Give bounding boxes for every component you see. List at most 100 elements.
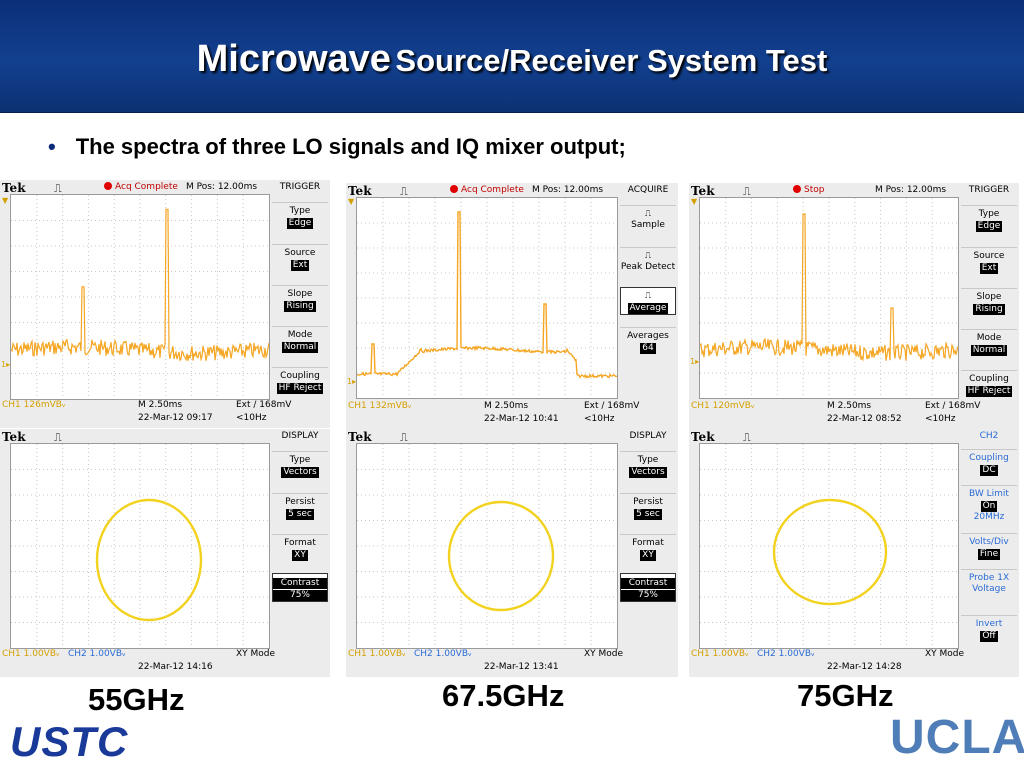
tek-brand: Tek xyxy=(348,184,372,198)
record-dot-icon xyxy=(450,185,458,193)
timestamp: 22-Mar-12 10:41 xyxy=(484,414,559,424)
menu-mode[interactable]: Mode Normal xyxy=(961,329,1017,356)
menu-mode[interactable]: Mode Normal xyxy=(272,326,328,353)
tek-brand: Tek xyxy=(348,430,372,444)
acq-status: Acq Complete xyxy=(104,182,178,192)
trigger-frequency: <10Hz xyxy=(925,414,956,424)
timestamp: 22-Mar-12 14:28 xyxy=(827,662,902,672)
trigger-pulse-icon: ⎍ xyxy=(400,185,408,198)
tek-brand: Tek xyxy=(2,430,26,444)
menu-contrast[interactable]: Contrast 75% xyxy=(272,573,328,602)
menu-coupling[interactable]: Coupling HF Reject xyxy=(961,370,1017,397)
menu-title: TRIGGER xyxy=(968,185,1010,195)
xy-ellipse xyxy=(772,498,888,606)
trigger-pulse-icon: ⎍ xyxy=(400,431,408,444)
scope-footer: CH1 1.00VBᵥ CH2 1.00VBᵥ XY Mode 22-Mar-1… xyxy=(0,647,330,677)
timestamp: 22-Mar-12 14:16 xyxy=(138,662,213,672)
m-position: M Pos: 12.00ms xyxy=(532,185,604,195)
menu-average[interactable]: ⎍ Average xyxy=(620,287,676,315)
xy-trace xyxy=(11,444,269,648)
trigger-frequency: <10Hz xyxy=(236,413,267,423)
bullet-text: The spectra of three LO signals and IQ m… xyxy=(75,134,626,159)
spectrum-trace xyxy=(11,195,269,399)
ch1-scale: CH1 1.00VBᵥ xyxy=(2,649,60,659)
record-dot-icon xyxy=(793,185,801,193)
acquire-menu: ACQUIRE ⎍ Sample ⎍ Peak Detect ⎍ Average Av… xyxy=(618,183,678,399)
ch1-scale: CH1 1.00VBᵥ xyxy=(691,649,749,659)
trigger-level: Ext ∕ 168mV xyxy=(236,400,292,410)
trigger-menu: TRIGGER Type Edge Source Ext Slope Rising M… xyxy=(959,183,1019,399)
menu-type[interactable]: Type Vectors xyxy=(620,451,676,478)
scope-xy-67-5ghz: Tek ⎍ DISPLAY Type Vectors Persist 5 sec F… xyxy=(346,429,678,677)
spectrum-line xyxy=(11,208,269,362)
menu-coupling[interactable]: Coupling HF Reject xyxy=(272,367,328,394)
menu-invert[interactable]: Invert Off xyxy=(961,615,1017,642)
menu-title: DISPLAY xyxy=(629,431,667,441)
menu-format[interactable]: Format XY xyxy=(620,534,676,561)
ch2-scale: CH2 1.00VBᵥ xyxy=(68,649,126,659)
freq-label-67-5ghz: 67.5GHz xyxy=(442,678,565,713)
trigger-level: Ext ∕ 168mV xyxy=(584,401,640,411)
menu-persist[interactable]: Persist 5 sec xyxy=(272,493,328,520)
tek-brand: Tek xyxy=(2,181,26,195)
menu-probe[interactable]: Probe 1X Voltage xyxy=(961,569,1017,595)
title-banner: Microwave Source/Receiver System Test xyxy=(0,0,1024,113)
menu-source[interactable]: Source Ext xyxy=(272,244,328,271)
xy-trace xyxy=(357,444,617,648)
bullet-dot-icon: • xyxy=(48,134,56,159)
menu-type[interactable]: Type Edge xyxy=(961,205,1017,232)
record-dot-icon xyxy=(104,182,112,190)
tek-brand: Tek xyxy=(691,184,715,198)
menu-title: TRIGGER xyxy=(279,182,321,192)
menu-persist[interactable]: Persist 5 sec xyxy=(620,493,676,520)
scope-footer: CH1 1.00VBᵥ CH2 1.00VBᵥ XY Mode 22-Mar-1… xyxy=(346,647,678,677)
sample-wave-icon: ⎍ xyxy=(644,209,652,219)
menu-coupling[interactable]: Coupling DC xyxy=(961,449,1017,476)
menu-slope[interactable]: Slope Rising xyxy=(961,288,1017,315)
ch1-scale: CH1 1.00VBᵥ xyxy=(348,649,406,659)
menu-title: ACQUIRE xyxy=(627,185,669,195)
freq-label-75ghz: 75GHz xyxy=(797,678,894,713)
ch1-scale: CH1 126mVBᵥ xyxy=(2,400,66,410)
scope-screen xyxy=(699,197,959,399)
menu-contrast[interactable]: Contrast 75% xyxy=(620,573,676,602)
spectrum-line xyxy=(700,213,958,362)
timestamp: 22-Mar-12 13:41 xyxy=(484,662,559,672)
scope-spectrum-67-5ghz: Tek ⎍ Acq Complete M Pos: 12.00ms ▼ 1▸ A… xyxy=(346,183,678,429)
time-base: M 2.50ms xyxy=(827,401,872,411)
menu-type[interactable]: Type Vectors xyxy=(272,451,328,478)
slide-title: Microwave Source/Receiver System Test xyxy=(0,38,1024,81)
trigger-level: Ext ∕ 168mV xyxy=(925,401,981,411)
acq-status: Acq Complete xyxy=(450,185,524,195)
menu-peak-detect[interactable]: ⎍ Peak Detect xyxy=(620,247,676,273)
spectrum-trace xyxy=(700,198,958,398)
menu-slope[interactable]: Slope Rising xyxy=(272,285,328,312)
scope-screen xyxy=(356,443,618,649)
acq-status: Stop xyxy=(793,185,824,195)
trigger-pulse-icon: ⎍ xyxy=(743,431,751,444)
spectrum-line xyxy=(357,211,617,379)
menu-volts-div[interactable]: Volts/Div Fine xyxy=(961,533,1017,560)
scope-screen xyxy=(10,443,270,649)
scope-spectrum-55ghz: Tek ⎍ Acq Complete M Pos: 12.00ms ▼ 1▸ T… xyxy=(0,180,330,428)
ch2-scale: CH2 1.00VBᵥ xyxy=(414,649,472,659)
menu-bw-limit[interactable]: BW Limit On 20MHz xyxy=(961,485,1017,523)
menu-source[interactable]: Source Ext xyxy=(961,247,1017,274)
scope-xy-75ghz: Tek ⎍ CH2 Coupling DC BW Limit On 20MHz Vol… xyxy=(689,429,1019,677)
menu-averages[interactable]: Averages 64 xyxy=(620,327,676,354)
ch2-menu: CH2 Coupling DC BW Limit On 20MHz Volts/Div… xyxy=(959,429,1019,647)
bullet-item: • The spectra of three LO signals and IQ … xyxy=(48,134,626,160)
time-base: M 2.50ms xyxy=(484,401,529,411)
trigger-pulse-icon: ⎍ xyxy=(54,431,62,444)
menu-title: CH2 xyxy=(979,431,999,441)
ch1-marker-icon: 1▸ xyxy=(347,377,357,386)
trigger-arrow-icon: ▼ xyxy=(2,196,9,205)
menu-format[interactable]: Format XY xyxy=(272,534,328,561)
menu-type[interactable]: Type Edge xyxy=(272,202,328,229)
display-menu: DISPLAY Type Vectors Persist 5 sec Format X… xyxy=(270,429,330,647)
ucla-logo: UCLA xyxy=(890,711,1024,764)
trigger-frequency: <10Hz xyxy=(584,414,615,424)
menu-sample[interactable]: ⎍ Sample xyxy=(620,205,676,231)
display-menu: DISPLAY Type Vectors Persist 5 sec Format X… xyxy=(618,429,678,647)
timestamp: 22-Mar-12 08:52 xyxy=(827,414,902,424)
